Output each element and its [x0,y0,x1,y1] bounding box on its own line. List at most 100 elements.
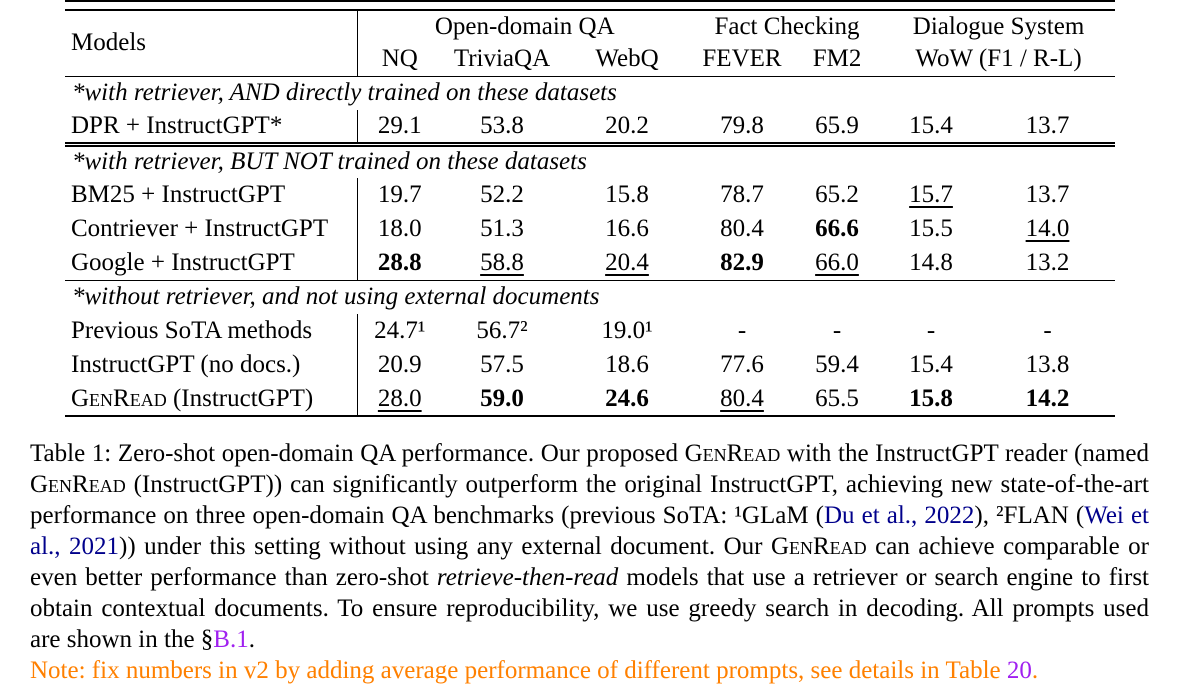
metric-cell: 65.9 [792,110,883,147]
metric-cell: 13.8 [1025,351,1070,378]
section-title-row: *without retriever, and not using extern… [65,280,1115,314]
metric-cell: 13.2 [980,246,1116,281]
model-name-cell: InstructGPT (no docs.) [65,348,358,382]
citation-link-wei-2021[interactable]: Wei et al., 2021 [30,502,1149,560]
section-title-row: *with retriever, AND directly trained on… [65,76,1115,110]
metric-cell: 28.8 [357,246,442,281]
metric-cell: 78.7 [720,181,764,208]
group-header-fact-checking: Fact Checking [714,13,860,40]
section-title: *with retriever, AND directly trained on… [72,79,617,107]
caption-text: models that use a retriever or search en… [30,564,1149,653]
metric-cell: 80.4 [720,384,764,412]
section-title: *with retriever, BUT NOT trained on thes… [72,148,587,176]
table-header: Models Open-domain QA Fact Checking Dial… [65,10,1116,77]
metric-cell: 57.5 [480,351,524,378]
table-row-contriever: Contriever + InstructGPT 18.0 51.3 16.6 … [65,212,1115,246]
genread-smallcaps: GenRead [684,440,781,467]
metric-cell: 24.6 [605,384,649,412]
group-header-row: Models Open-domain QA Fact Checking Dial… [65,10,1115,77]
metric-cell: - [1043,317,1052,344]
metric-cell: 15.8 [909,384,953,412]
caption-text: Table 1: Zero-shot open-domain QA perfor… [30,440,685,467]
metric-cell: 15.5 [909,215,953,242]
metric-cell: 53.8 [442,110,562,147]
table-row-bm25: BM25 + InstructGPT 19.7 52.2 15.8 78.7 6… [65,178,1115,212]
metric-cell: 65.2 [815,181,859,208]
metric-cell: 52.2 [480,181,524,208]
metric-cell: 20.4 [562,246,692,281]
metric-cell: 66.0 [792,246,883,281]
section-with-retriever-trained: *with retriever, AND directly trained on… [65,76,1116,147]
metric-cell: 28.0 [377,384,422,412]
metric-cell: - [737,317,747,344]
results-table: Models Open-domain QA Fact Checking Dial… [65,9,1116,417]
caption-text: (InstructGPT)) can significantly outperf… [30,471,1149,529]
genread-smallcaps: GenRead [71,384,167,412]
metric-cell: 79.8 [692,110,792,147]
group-header-dialogue-system: Dialogue System [912,13,1085,40]
metric-cell: 15.4 [882,110,981,147]
metric-cell: 14.2 [1025,384,1070,412]
column-header-fm2: FM2 [792,43,883,77]
metric-cell: 24.7¹ [374,317,426,344]
caption-italic-text: retrieve-then-read [436,564,619,591]
model-name-cell: Contriever + InstructGPT [65,212,358,246]
caption-text: with the InstructGPT reader (named [780,440,1149,467]
metric-cell: 18.6 [605,351,649,378]
metric-cell: 29.1 [357,110,442,147]
metric-cell: 15.8 [605,181,649,208]
note-text: Note: fix numbers in v2 by adding averag… [30,657,1007,684]
genread-smallcaps: GenRead [30,471,126,498]
table-row-dpr: DPR + InstructGPT* 29.1 53.8 20.2 79.8 6… [65,110,1116,147]
column-header-models: Models [65,10,358,77]
section-with-retriever-not-trained: *with retriever, BUT NOT trained on thes… [65,144,1116,281]
metric-cell: 20.9 [377,351,422,378]
metric-cell: 13.7 [980,110,1116,147]
column-header-nq: NQ [357,43,442,77]
metric-cell: 18.0 [377,215,422,242]
column-header-wow: WoW (F1 / R-L) [882,43,1116,77]
table-caption: Table 1: Zero-shot open-domain QA perfor… [30,438,1149,686]
model-name-cell: DPR + InstructGPT* [65,110,358,147]
section-title: *without retriever, and not using extern… [72,283,600,311]
metric-cell: 77.6 [720,351,764,378]
table-row-instructgpt-no-docs: InstructGPT (no docs.) 20.9 57.5 18.6 77… [65,348,1115,382]
metric-cell: 16.6 [605,215,649,242]
section-title-row: *with retriever, BUT NOT trained on thes… [65,144,1115,178]
section-link-b1[interactable]: B.1 [213,626,249,653]
author-note: Note: fix numbers in v2 by adding averag… [30,655,1149,686]
table-row-genread: GenRead (InstructGPT) 28.0 59.0 24.6 80.… [65,382,1115,416]
metric-cell: 82.9 [692,246,792,281]
table-row-google: Google + InstructGPT 28.8 58.8 20.4 82.9… [65,246,1116,281]
model-name-cell: Previous SoTA methods [65,314,358,348]
column-header-webq: WebQ [562,43,692,77]
metric-cell: 15.4 [909,351,953,378]
metric-cell: 59.0 [480,384,524,412]
genread-smallcaps: GenRead [770,533,867,560]
model-name-cell: BM25 + InstructGPT [65,178,358,212]
metric-cell: - [832,317,842,344]
metric-cell: 56.7² [476,317,528,344]
table-row-previous-sota: Previous SoTA methods 24.7¹ 56.7² 19.0¹ … [65,314,1115,348]
metric-cell: 15.7 [909,181,953,208]
citation-link-du-2022[interactable]: Du et al., 2022 [824,502,975,529]
caption-text: ), ²FLAN ( [974,502,1085,529]
model-name-suffix: (InstructGPT) [166,384,314,412]
metric-cell: 66.6 [815,215,859,242]
caption-text: . [248,626,255,653]
model-name-cell: GenRead (InstructGPT) [65,382,358,416]
metric-cell: 20.2 [562,110,692,147]
metric-cell: 51.3 [480,215,524,242]
metric-cell: 65.5 [815,384,859,412]
metric-cell: 13.7 [1025,181,1070,208]
metric-cell: - [926,317,936,344]
metric-cell: 58.8 [442,246,562,281]
table-link-20[interactable]: 20 [1006,657,1032,684]
table-top-rule [65,0,1115,2]
metric-cell: 19.0¹ [601,317,653,344]
model-name-cell: Google + InstructGPT [65,246,358,281]
group-header-open-domain-qa: Open-domain QA [434,13,615,40]
metric-cell: 19.7 [377,181,422,208]
column-header-fever: FEVER [692,43,792,77]
